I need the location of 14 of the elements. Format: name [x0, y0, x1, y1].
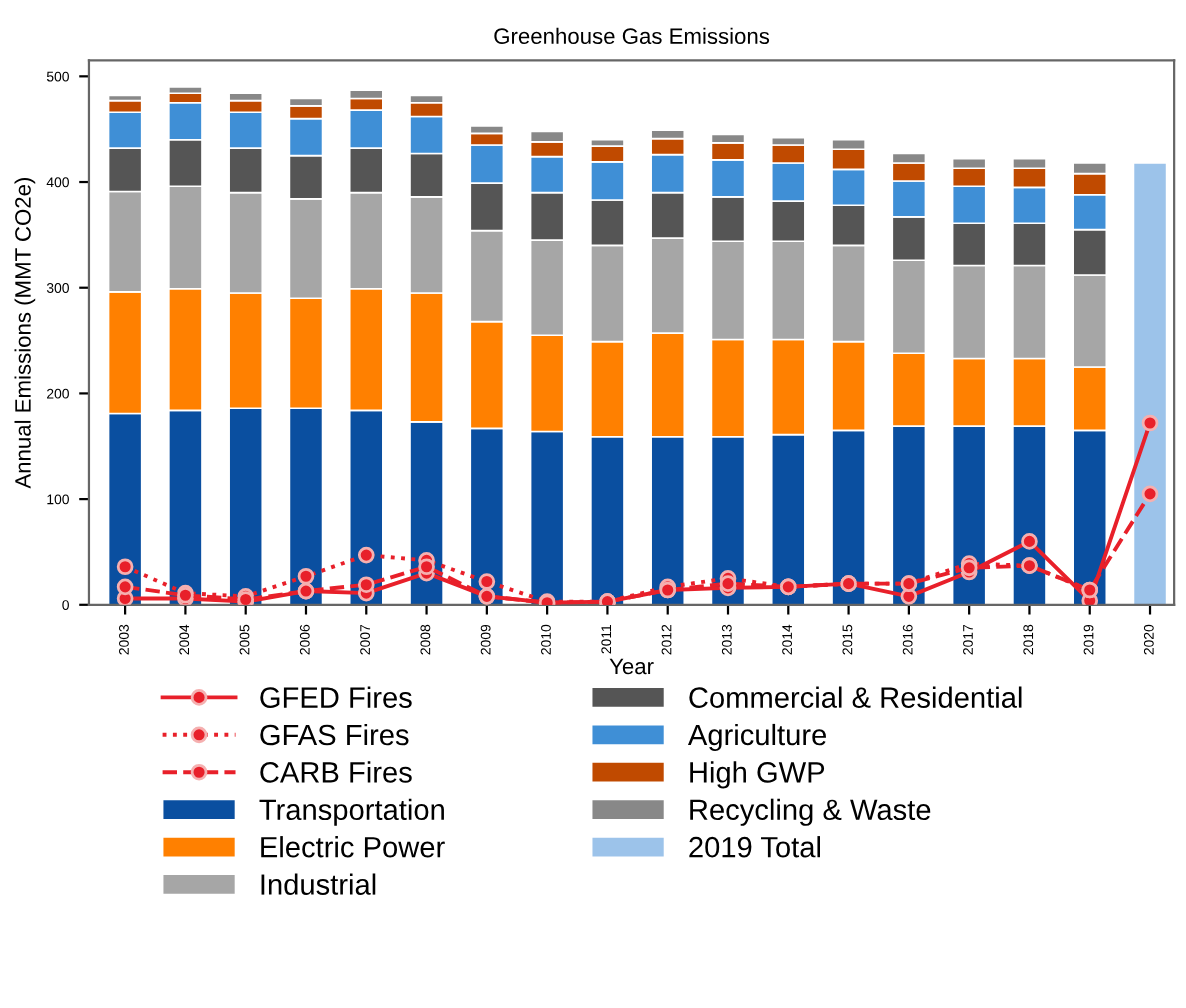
legend-label: High GWP [690, 761, 825, 789]
legend-label: GFAS Fires [260, 723, 409, 746]
legend-label: 2019 Total [689, 836, 821, 858]
x-axis-title: Year [609, 658, 654, 675]
legend-label: Commercial & Residential [689, 686, 1022, 708]
legend-label: Electric Power [261, 836, 445, 858]
legend-label: Recycling & Waste [690, 798, 931, 826]
legend-label: Agriculture [687, 723, 826, 752]
legend-label: CARB Fires [260, 761, 412, 783]
chart-title: Greenhouse Gas Emissions [494, 27, 770, 45]
legend-label: GFED Fires [260, 686, 412, 708]
legend-label: Industrial [261, 873, 376, 895]
y-axis-title: Annual Emissions (MMT CO2e) [14, 177, 36, 489]
legend-label: Transportation [259, 798, 444, 826]
